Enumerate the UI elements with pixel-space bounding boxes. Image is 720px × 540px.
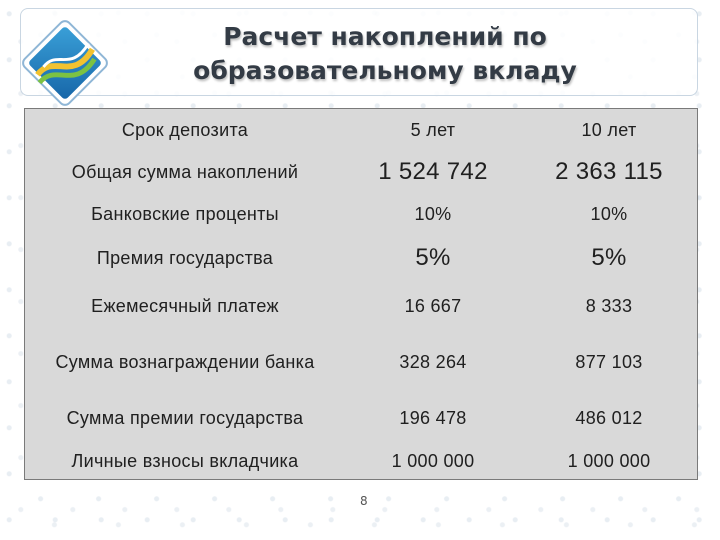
row-label: Сумма премии государства: [66, 407, 304, 428]
value-10-years: 877 103: [575, 351, 643, 372]
row-label: Общая сумма накоплений: [71, 161, 299, 182]
row-label: Личные взносы вкладчика: [71, 450, 299, 471]
value-10-years: 10 лет: [581, 119, 637, 140]
table-row: Премия государства 5% 5%: [25, 235, 697, 281]
row-label: Банковские проценты: [91, 203, 279, 224]
value-5-years: 1 524 742: [378, 158, 488, 185]
value-5-years: 1 000 000: [391, 450, 475, 471]
value-10-years: 5%: [591, 244, 627, 271]
value-5-years: 16 667: [404, 295, 462, 316]
table-row: Банковские проценты 10% 10%: [25, 193, 697, 235]
page-number: 8: [360, 494, 368, 508]
value-10-years: 8 333: [585, 295, 633, 316]
value-5-years: 196 478: [399, 407, 467, 428]
table-row: Личные взносы вкладчика 1 000 000 1 000 …: [25, 443, 697, 479]
page-title: Расчет накоплений по образовательному вк…: [120, 20, 650, 88]
row-label: Срок депозита: [121, 119, 249, 140]
row-label: Премия государства: [96, 247, 274, 268]
value-5-years: 5 лет: [410, 119, 456, 140]
value-5-years: 10%: [414, 203, 452, 224]
table-row: Общая сумма накоплений 1 524 742 2 363 1…: [25, 151, 697, 193]
value-10-years: 2 363 115: [555, 158, 663, 185]
table-row: Сумма премии государства 196 478 486 012: [25, 393, 697, 443]
title-line-1: Расчет накоплений по: [223, 22, 547, 51]
table-row: Сумма вознаграждении банка 328 264 877 1…: [25, 331, 697, 393]
table-row: Срок депозита 5 лет 10 лет: [25, 109, 697, 151]
title-line-2: образовательному вкладу: [193, 56, 577, 85]
savings-table: Срок депозита 5 лет 10 лет Общая сумма н…: [24, 108, 698, 480]
value-5-years: 328 264: [399, 351, 467, 372]
value-10-years: 1 000 000: [567, 450, 651, 471]
value-10-years: 10%: [590, 203, 628, 224]
row-label: Ежемесячный платеж: [91, 295, 279, 316]
title-panel: [20, 8, 698, 96]
bank-logo-icon: [22, 20, 108, 106]
value-10-years: 486 012: [575, 407, 643, 428]
value-5-years: 5%: [415, 244, 451, 271]
table-row: Ежемесячный платеж 16 667 8 333: [25, 281, 697, 331]
row-label: Сумма вознаграждении банка: [55, 351, 315, 372]
